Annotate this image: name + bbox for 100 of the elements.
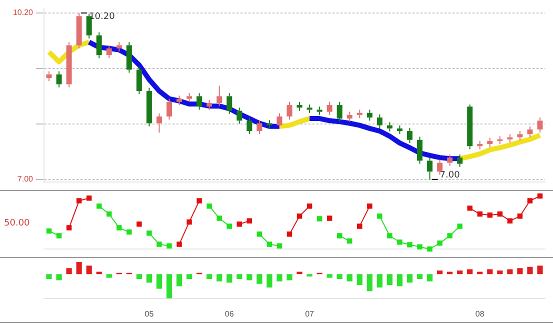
candlestick xyxy=(56,70,62,88)
candlestick xyxy=(406,127,412,144)
text: 50.00 xyxy=(4,218,30,228)
point xyxy=(467,206,472,211)
point xyxy=(336,233,342,238)
candlestick xyxy=(46,70,52,82)
candlestick xyxy=(276,112,282,129)
bar xyxy=(386,274,392,286)
bar xyxy=(346,274,352,282)
bar xyxy=(236,274,242,279)
bar xyxy=(226,274,232,283)
point xyxy=(126,229,132,235)
point xyxy=(517,214,523,219)
bar xyxy=(527,266,533,274)
bar xyxy=(176,274,182,286)
point xyxy=(216,216,222,221)
candlestick xyxy=(507,134,513,143)
candlestick xyxy=(116,42,122,52)
point xyxy=(387,233,392,238)
candlestick xyxy=(537,117,543,134)
bar xyxy=(426,274,433,282)
bar xyxy=(256,274,262,284)
candlestick xyxy=(316,106,322,116)
candlestick xyxy=(186,92,192,102)
point xyxy=(306,203,312,209)
point xyxy=(447,233,452,238)
point xyxy=(266,242,272,247)
point xyxy=(537,193,543,199)
bar xyxy=(336,274,342,279)
bar xyxy=(296,272,302,274)
point xyxy=(296,214,302,219)
point xyxy=(96,203,102,209)
x-tick-label: 07 xyxy=(305,309,315,318)
bar xyxy=(457,270,463,274)
bar xyxy=(306,274,312,277)
point xyxy=(256,232,262,237)
bar xyxy=(276,274,282,282)
candlestick xyxy=(176,95,182,106)
bar xyxy=(96,272,102,274)
bar xyxy=(146,274,152,283)
bar xyxy=(366,274,372,292)
point xyxy=(116,225,122,230)
point xyxy=(437,240,442,246)
bar xyxy=(467,269,473,274)
point xyxy=(106,211,112,217)
bar xyxy=(447,272,453,274)
candlestick xyxy=(487,137,493,148)
candlestick xyxy=(336,101,342,122)
candlestick xyxy=(66,42,72,88)
point xyxy=(276,243,282,248)
bar xyxy=(497,270,503,274)
candlestick xyxy=(96,32,102,59)
candlestick xyxy=(256,120,262,135)
point xyxy=(477,211,482,217)
candlestick xyxy=(346,111,352,122)
bar xyxy=(517,268,523,274)
point xyxy=(367,203,372,209)
candlestick xyxy=(427,157,433,180)
bar xyxy=(186,274,192,279)
bar xyxy=(86,266,92,274)
bar xyxy=(487,269,493,274)
candlestick xyxy=(156,112,162,134)
point xyxy=(397,239,402,245)
candlestick xyxy=(286,101,292,120)
point xyxy=(326,216,332,221)
point xyxy=(166,243,172,248)
bar xyxy=(136,274,142,279)
x-tick-label: 08 xyxy=(475,309,485,318)
point xyxy=(497,211,503,217)
candlestick xyxy=(326,101,332,116)
bar xyxy=(477,272,483,274)
bar xyxy=(66,268,72,274)
point xyxy=(46,228,52,234)
candlestick xyxy=(196,92,202,110)
bar xyxy=(537,266,543,274)
candlestick xyxy=(477,140,483,150)
point xyxy=(206,203,212,209)
candlestick xyxy=(76,12,82,49)
bar xyxy=(326,274,332,278)
x-tick-label: 06 xyxy=(224,309,234,318)
point xyxy=(487,212,493,218)
bar xyxy=(156,274,162,289)
annotation: 10.20 xyxy=(89,12,116,22)
candlestick xyxy=(467,104,473,150)
point xyxy=(76,198,82,204)
point xyxy=(457,224,462,229)
point xyxy=(66,225,72,230)
candlestick xyxy=(296,101,302,112)
point xyxy=(357,224,362,229)
bar xyxy=(56,274,62,280)
bar xyxy=(356,274,362,286)
point xyxy=(146,230,152,236)
candlestick xyxy=(126,42,132,74)
candlestick xyxy=(306,104,312,114)
point xyxy=(56,233,62,238)
candlestick xyxy=(146,87,152,127)
candlestick xyxy=(517,130,523,141)
bar xyxy=(406,274,413,283)
bar xyxy=(436,270,443,274)
point xyxy=(226,224,232,229)
